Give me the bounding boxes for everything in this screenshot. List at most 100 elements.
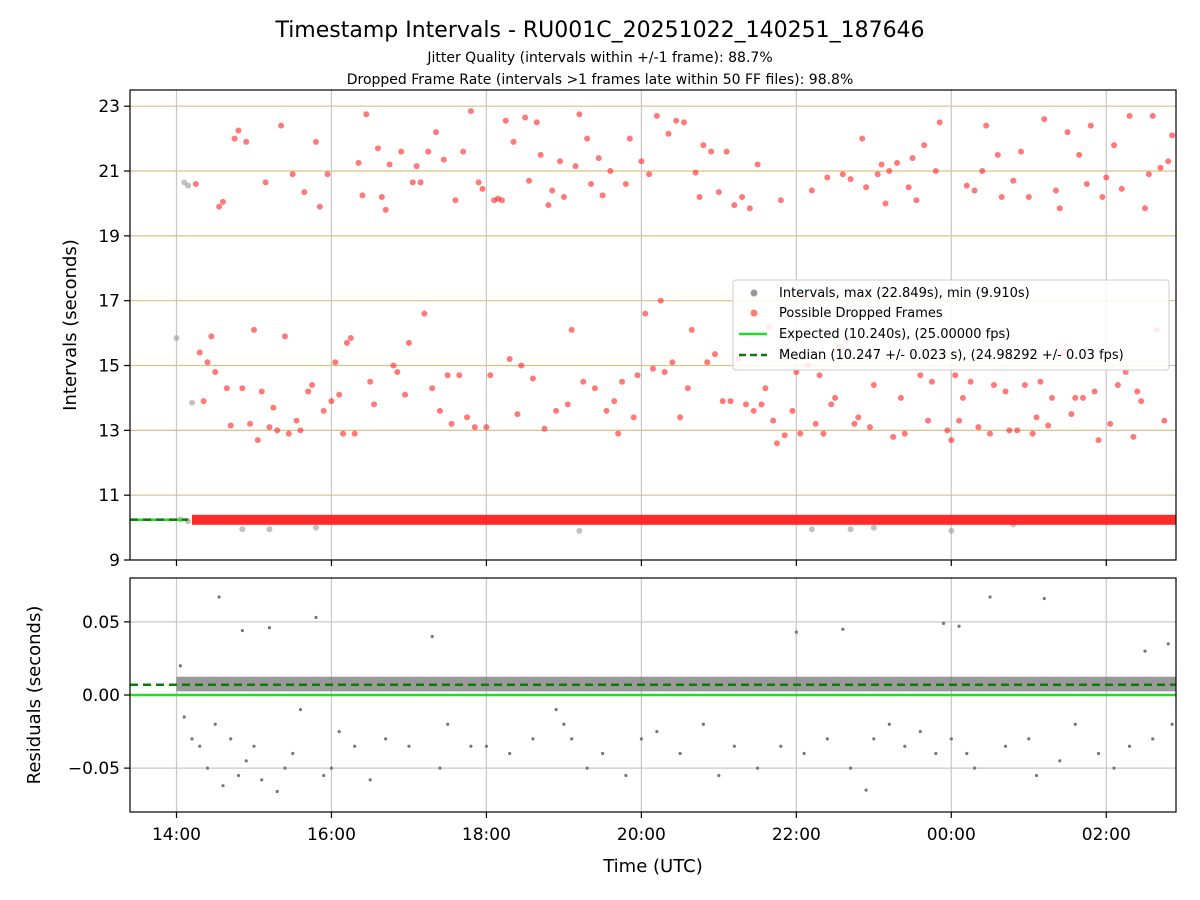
dropped-frame-point bbox=[677, 414, 684, 421]
residual-point bbox=[585, 766, 589, 770]
residual-point bbox=[779, 744, 783, 748]
dropped-frame-point bbox=[1145, 171, 1152, 178]
residual-point bbox=[267, 626, 272, 630]
dropped-frame-point bbox=[642, 310, 649, 317]
dropped-frame-point bbox=[742, 401, 749, 408]
dropped-frame-point bbox=[987, 430, 994, 437]
dropped-frame-point bbox=[595, 155, 602, 162]
dropped-frame-point bbox=[944, 427, 951, 434]
dropped-frame-point bbox=[479, 185, 486, 192]
legend: Intervals, max (22.849s), min (9.910s) P… bbox=[732, 279, 1170, 371]
dropped-frame-point bbox=[1130, 433, 1137, 440]
residual-point bbox=[329, 766, 334, 770]
plot-frame bbox=[129, 89, 1177, 561]
y-tick-label: 9 bbox=[109, 551, 120, 571]
residual-point bbox=[825, 737, 829, 741]
dropped-frame-point bbox=[1149, 112, 1156, 119]
dropped-frame-point bbox=[557, 158, 564, 165]
residual-point bbox=[848, 766, 853, 770]
interval-point bbox=[808, 526, 815, 533]
dropped-frame-point bbox=[882, 200, 889, 207]
residual-point bbox=[678, 751, 682, 756]
dropped-frame-point bbox=[975, 424, 982, 431]
dropped-frame-point bbox=[374, 145, 381, 152]
dropped-frame-point bbox=[758, 401, 765, 408]
dropped-frame-point bbox=[363, 111, 370, 118]
dropped-frame-point bbox=[971, 187, 978, 194]
dropped-frame-point bbox=[1010, 177, 1017, 184]
dropped-frame-point bbox=[235, 127, 242, 134]
dropped-frame-point bbox=[448, 420, 455, 427]
residual-point bbox=[1073, 722, 1077, 726]
residual-point bbox=[1170, 722, 1174, 726]
residual-point bbox=[1143, 649, 1147, 653]
residual-point bbox=[314, 615, 318, 620]
dropped-frame-point bbox=[754, 161, 761, 168]
legend-label-intervals: Intervals, max (22.849s), min (9.910s) bbox=[779, 286, 1030, 301]
dropped-frame-point bbox=[1138, 398, 1145, 405]
residual-point bbox=[802, 751, 806, 756]
dropped-frame-point bbox=[700, 142, 707, 149]
y-tick-label: 23 bbox=[98, 97, 120, 117]
top-ylabel: Intervals (seconds) bbox=[60, 239, 81, 411]
dropped-frame-point bbox=[336, 391, 343, 398]
dropped-frame-point bbox=[630, 414, 637, 421]
residual-point bbox=[1027, 737, 1031, 741]
residual-point bbox=[864, 788, 868, 792]
dropped-frame-point bbox=[487, 372, 494, 379]
dropped-frame-point bbox=[467, 108, 474, 115]
dropped-frame-point bbox=[878, 161, 885, 168]
dropped-frame-point bbox=[289, 171, 296, 178]
dropped-frame-point bbox=[1161, 417, 1168, 424]
residual-point bbox=[972, 766, 977, 770]
legend-label-expected: Expected (10.240s), (25.00000 fps) bbox=[779, 327, 1010, 342]
dropped-frame-point bbox=[894, 159, 901, 166]
dropped-frame-point bbox=[247, 420, 254, 427]
dropped-frame-point bbox=[475, 179, 482, 186]
interval-point bbox=[948, 527, 955, 534]
dropped-frame-point bbox=[828, 401, 835, 408]
residual-point bbox=[531, 737, 535, 741]
dropped-frame-point bbox=[928, 378, 935, 385]
dropped-frame-point bbox=[1111, 142, 1118, 149]
dropped-frame-point bbox=[1006, 427, 1013, 434]
residual-point bbox=[1112, 766, 1116, 770]
dropped-frame-point bbox=[956, 417, 963, 424]
dropped-frame-point bbox=[619, 378, 626, 385]
y-tick-label: −0.05 bbox=[68, 759, 120, 779]
dropped-frame-point bbox=[564, 401, 571, 408]
dropped-frame-point bbox=[506, 356, 513, 363]
dropped-frame-point bbox=[262, 179, 269, 186]
residual-point bbox=[291, 751, 295, 756]
dropped-frame-point bbox=[328, 398, 335, 405]
residual-point bbox=[260, 778, 264, 782]
dropped-frame-point bbox=[1064, 129, 1071, 136]
residual-point bbox=[252, 744, 256, 748]
dropped-frame-point bbox=[522, 114, 529, 121]
residual-point bbox=[794, 630, 798, 634]
dropped-frame-point bbox=[1052, 187, 1059, 194]
dropped-frame-point bbox=[258, 388, 265, 395]
dropped-frame-point bbox=[777, 197, 784, 204]
dropped-frame-point bbox=[959, 394, 966, 401]
residual-point bbox=[1042, 596, 1046, 601]
interval-point bbox=[312, 524, 319, 531]
dropped-frame-point bbox=[216, 203, 223, 210]
residual-point bbox=[1058, 759, 1062, 763]
residual-point bbox=[841, 627, 845, 631]
residual-point bbox=[1003, 744, 1008, 748]
dropped-frame-point bbox=[1018, 148, 1025, 155]
dropped-frame-point bbox=[1083, 181, 1090, 187]
residual-point bbox=[732, 744, 736, 748]
dropped-frame-point bbox=[688, 326, 695, 333]
residual-point bbox=[988, 595, 992, 599]
residual-point bbox=[178, 664, 182, 668]
dropped-frame-point bbox=[952, 372, 959, 379]
dropped-frame-point bbox=[967, 378, 974, 385]
dropped-frame-point bbox=[925, 417, 932, 424]
dropped-frame-point bbox=[382, 206, 389, 213]
dropped-frame-point bbox=[998, 193, 1005, 200]
dropped-frame-point bbox=[239, 385, 246, 392]
residual-point bbox=[903, 744, 907, 748]
